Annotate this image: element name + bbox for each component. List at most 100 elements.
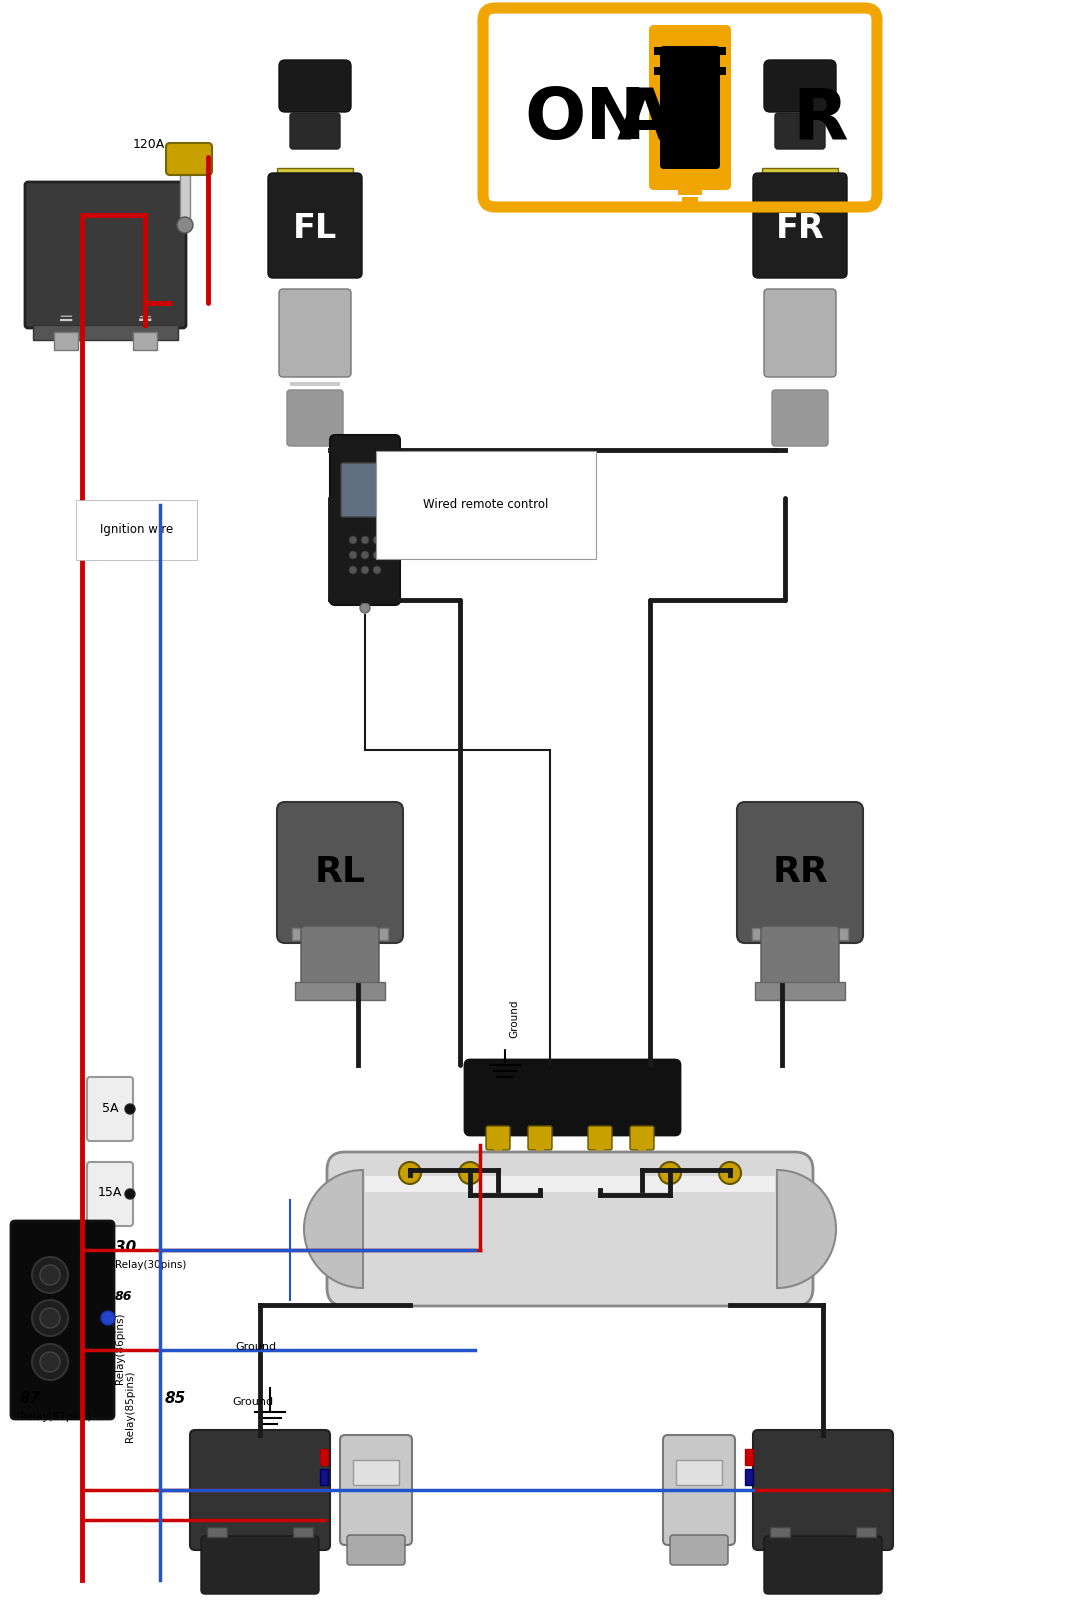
Bar (290, 395, 340, 400)
FancyBboxPatch shape (87, 1077, 132, 1141)
Bar (320, 1450, 328, 1466)
Circle shape (349, 566, 357, 574)
Text: A: A (617, 85, 673, 155)
FancyBboxPatch shape (487, 1126, 510, 1150)
Circle shape (372, 566, 381, 574)
FancyBboxPatch shape (279, 59, 351, 112)
Wedge shape (304, 1170, 363, 1288)
Bar (365, 1176, 775, 1192)
Text: RR: RR (772, 854, 828, 890)
Bar (293, 1526, 313, 1538)
Bar (320, 1469, 328, 1485)
Circle shape (177, 218, 193, 234)
FancyBboxPatch shape (330, 435, 400, 605)
FancyBboxPatch shape (737, 802, 863, 942)
Text: 30: 30 (115, 1240, 136, 1254)
FancyBboxPatch shape (327, 1152, 813, 1306)
FancyBboxPatch shape (660, 46, 720, 170)
Circle shape (349, 550, 357, 558)
Circle shape (31, 1258, 68, 1293)
FancyBboxPatch shape (753, 1430, 893, 1550)
FancyBboxPatch shape (301, 926, 379, 989)
Circle shape (359, 603, 370, 613)
Text: FL: FL (293, 211, 337, 245)
FancyBboxPatch shape (166, 142, 212, 174)
Bar (292, 928, 388, 939)
Bar (678, 181, 702, 195)
FancyBboxPatch shape (87, 1162, 132, 1226)
Circle shape (31, 1299, 68, 1336)
FancyBboxPatch shape (753, 173, 847, 278)
Circle shape (125, 1104, 135, 1114)
Bar (54, 333, 78, 350)
FancyBboxPatch shape (588, 1126, 613, 1150)
Bar (637, 1134, 646, 1165)
Text: Relay(86pins): Relay(86pins) (115, 1312, 125, 1384)
FancyBboxPatch shape (277, 802, 403, 942)
Circle shape (459, 1162, 481, 1184)
FancyBboxPatch shape (201, 1536, 319, 1594)
Bar (856, 1526, 876, 1538)
Bar (596, 1134, 604, 1165)
Bar (762, 168, 838, 179)
FancyBboxPatch shape (465, 1059, 680, 1134)
FancyBboxPatch shape (763, 59, 836, 112)
Bar (745, 1450, 753, 1466)
FancyBboxPatch shape (279, 290, 351, 378)
FancyBboxPatch shape (528, 1126, 552, 1150)
Text: RL: RL (315, 854, 365, 890)
Text: −: − (58, 310, 74, 330)
FancyBboxPatch shape (649, 26, 731, 190)
Circle shape (40, 1266, 60, 1285)
Circle shape (349, 536, 357, 544)
Bar (770, 1526, 790, 1538)
Text: 87: 87 (20, 1390, 41, 1406)
Bar (290, 424, 340, 427)
Bar (494, 1134, 502, 1165)
Bar (277, 168, 353, 179)
Text: +: + (137, 310, 153, 330)
Circle shape (659, 1162, 681, 1184)
Text: FR: FR (775, 211, 824, 245)
FancyBboxPatch shape (348, 1534, 405, 1565)
Text: 85: 85 (165, 1390, 187, 1406)
Circle shape (361, 550, 369, 558)
Bar (33, 325, 178, 341)
Bar (536, 1134, 544, 1165)
FancyBboxPatch shape (290, 114, 340, 149)
FancyBboxPatch shape (25, 182, 186, 328)
Bar (752, 928, 848, 939)
Text: 86: 86 (115, 1290, 132, 1302)
Bar (207, 1526, 227, 1538)
Circle shape (101, 1310, 115, 1325)
FancyBboxPatch shape (340, 1435, 412, 1546)
Circle shape (372, 536, 381, 544)
Bar (654, 67, 727, 75)
Circle shape (125, 1189, 135, 1198)
FancyBboxPatch shape (11, 1221, 114, 1419)
Circle shape (361, 566, 369, 574)
Bar (682, 197, 698, 206)
Bar (132, 333, 157, 350)
FancyBboxPatch shape (268, 173, 362, 278)
Text: 15A: 15A (98, 1187, 123, 1200)
Bar (353, 1459, 399, 1485)
FancyBboxPatch shape (761, 926, 839, 989)
FancyBboxPatch shape (662, 1435, 735, 1546)
FancyBboxPatch shape (190, 1430, 330, 1550)
Bar (180, 150, 190, 218)
FancyBboxPatch shape (287, 390, 343, 446)
Bar (290, 382, 340, 386)
Text: Ground: Ground (232, 1397, 273, 1406)
Circle shape (31, 1344, 68, 1379)
Text: −: − (59, 307, 74, 326)
Bar (654, 46, 727, 54)
Text: Wired remote control: Wired remote control (424, 499, 548, 512)
Circle shape (361, 536, 369, 544)
FancyBboxPatch shape (341, 462, 389, 517)
Text: Relay(85pins): Relay(85pins) (125, 1370, 135, 1442)
Text: Ignition wire: Ignition wire (100, 523, 174, 536)
Bar (675, 1459, 722, 1485)
Bar (745, 1469, 753, 1485)
Text: 5A: 5A (102, 1101, 118, 1115)
